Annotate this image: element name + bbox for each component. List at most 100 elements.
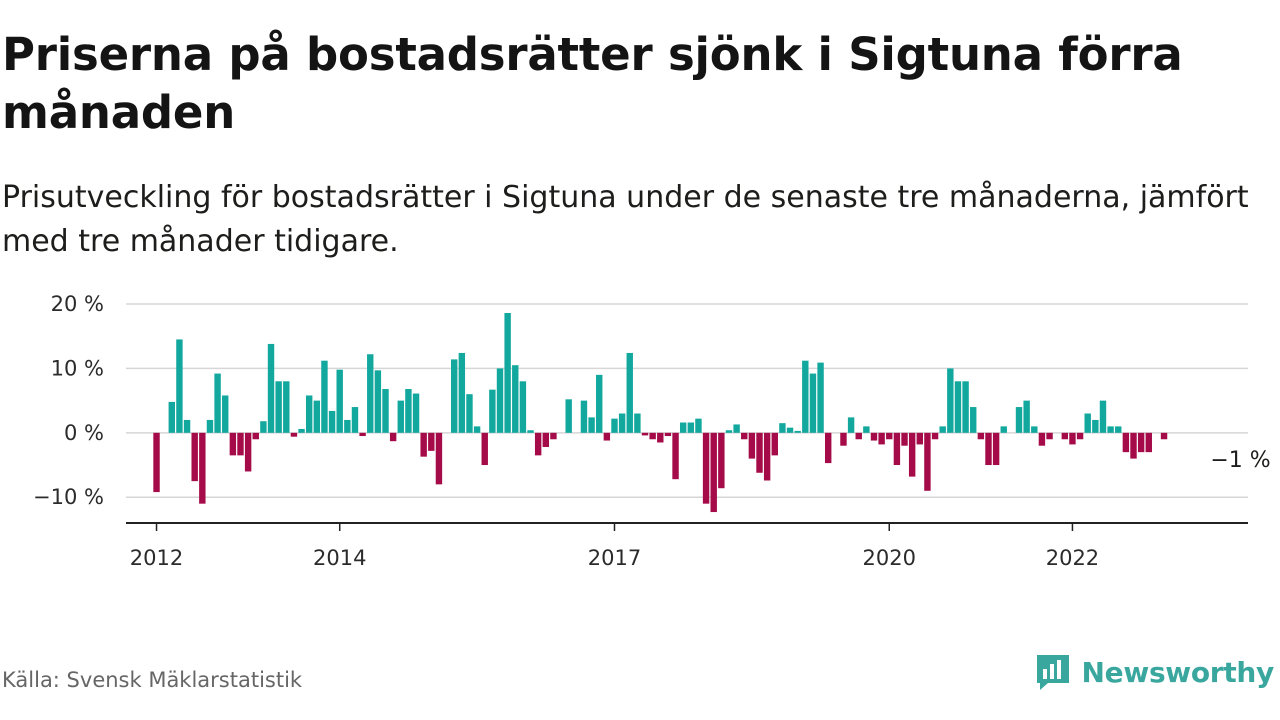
bar bbox=[641, 432, 649, 436]
bar bbox=[977, 432, 985, 440]
bar bbox=[237, 432, 244, 456]
bar bbox=[206, 419, 214, 433]
bar bbox=[863, 426, 870, 433]
bar bbox=[718, 432, 725, 489]
bar bbox=[222, 395, 229, 433]
bar bbox=[473, 426, 481, 433]
bar bbox=[1115, 426, 1122, 433]
bar bbox=[428, 432, 435, 451]
bar bbox=[1015, 407, 1023, 433]
bar bbox=[1160, 432, 1168, 440]
bar bbox=[450, 359, 458, 433]
brand-name: Newsworthy bbox=[1081, 655, 1275, 689]
x-tick-label: 2012 bbox=[130, 546, 183, 570]
bar bbox=[1031, 426, 1038, 433]
bar bbox=[809, 373, 817, 433]
bar bbox=[924, 432, 931, 491]
y-tick-label: 20 % bbox=[51, 292, 104, 316]
bar bbox=[817, 362, 824, 433]
bar bbox=[191, 432, 198, 482]
bar bbox=[878, 432, 885, 445]
bar bbox=[596, 374, 603, 433]
bar bbox=[916, 432, 924, 445]
chart-title: Priserna på bostadsrätter sjönk i Sigtun… bbox=[2, 28, 1183, 139]
bar bbox=[870, 432, 878, 441]
bar bbox=[992, 432, 1000, 466]
bar bbox=[702, 432, 710, 504]
bar bbox=[763, 432, 771, 481]
bar bbox=[252, 432, 259, 440]
bar bbox=[733, 424, 740, 433]
bar bbox=[664, 432, 672, 437]
bar bbox=[344, 419, 351, 433]
bar bbox=[1000, 426, 1007, 433]
bar bbox=[176, 339, 183, 433]
bar bbox=[626, 352, 633, 433]
bar bbox=[901, 432, 908, 446]
bar bbox=[496, 368, 504, 433]
bar bbox=[481, 432, 488, 466]
chart-subtitle: Prisutveckling för bostadsrätter i Sigtu… bbox=[2, 180, 1249, 259]
bar bbox=[657, 432, 664, 443]
bar bbox=[840, 432, 847, 446]
bar bbox=[1069, 432, 1076, 445]
bar bbox=[313, 400, 321, 433]
brand[interactable]: Newsworthy bbox=[1034, 652, 1274, 692]
bar bbox=[893, 432, 901, 466]
y-tick-label: 10 % bbox=[51, 356, 104, 380]
bar bbox=[588, 417, 595, 433]
bar bbox=[458, 352, 466, 433]
bar bbox=[939, 426, 946, 433]
bar bbox=[305, 395, 313, 433]
bar bbox=[580, 400, 588, 433]
bar bbox=[649, 432, 656, 440]
bar-chart: −10 % 0 % 10 % 20 % 2012 2014 2017 2020 2022 −1 % bbox=[33, 292, 1271, 570]
bar bbox=[214, 373, 221, 433]
bar bbox=[565, 399, 572, 433]
x-tick-label: 2014 bbox=[313, 546, 366, 570]
bar bbox=[267, 343, 275, 433]
bar bbox=[970, 407, 977, 433]
bar bbox=[687, 422, 695, 433]
bar bbox=[855, 432, 862, 440]
bar bbox=[512, 365, 519, 433]
bar bbox=[908, 432, 916, 477]
bar bbox=[489, 389, 496, 433]
bar bbox=[260, 421, 267, 433]
bar bbox=[603, 432, 611, 441]
bar bbox=[504, 313, 511, 433]
bar bbox=[153, 432, 160, 493]
bar bbox=[931, 432, 939, 440]
bar bbox=[756, 432, 763, 473]
bar bbox=[847, 417, 855, 433]
bar bbox=[824, 432, 832, 464]
bar bbox=[962, 381, 969, 433]
source-note: Källa: Svensk Mäklarstatistik bbox=[2, 668, 303, 692]
bar bbox=[1038, 432, 1046, 446]
bar bbox=[405, 389, 412, 433]
bar bbox=[1122, 432, 1130, 453]
bar bbox=[359, 432, 366, 437]
bar bbox=[534, 432, 542, 456]
bar bbox=[275, 381, 282, 433]
last-value-label: −1 % bbox=[1210, 448, 1270, 473]
bar bbox=[183, 419, 191, 433]
bar bbox=[527, 430, 534, 433]
bar bbox=[802, 360, 809, 433]
bar bbox=[1076, 432, 1084, 440]
x-tick-label: 2020 bbox=[863, 546, 916, 570]
bar bbox=[618, 413, 626, 433]
bar bbox=[1061, 432, 1069, 440]
bar bbox=[168, 401, 176, 433]
bar bbox=[321, 360, 328, 433]
bar bbox=[786, 427, 794, 433]
bar bbox=[466, 394, 473, 433]
bar bbox=[1107, 426, 1114, 433]
bar bbox=[1046, 432, 1053, 440]
bar bbox=[519, 381, 527, 433]
bar bbox=[397, 400, 404, 433]
bar bbox=[985, 432, 992, 466]
bar bbox=[420, 432, 427, 457]
bar bbox=[298, 428, 305, 433]
bar bbox=[199, 432, 206, 504]
